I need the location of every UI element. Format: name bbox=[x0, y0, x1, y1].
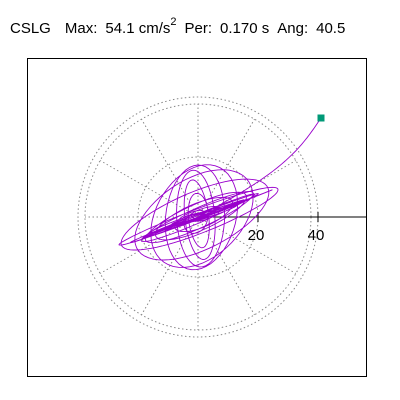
tick-label-40: 40 bbox=[308, 227, 325, 244]
per-label: Per: bbox=[184, 20, 213, 37]
endpoint-marker bbox=[317, 114, 325, 122]
max-exponent: 2 bbox=[170, 16, 177, 28]
polar-spoke-120 bbox=[141, 118, 199, 218]
polar-spoke-300 bbox=[197, 216, 255, 316]
particle-trace bbox=[118, 117, 322, 271]
plot-frame bbox=[27, 58, 367, 377]
station-code: CSLG bbox=[10, 20, 51, 37]
per-value: 0.170 s bbox=[220, 20, 270, 37]
ang-value: 40.5 bbox=[316, 20, 346, 37]
polar-spoke-240 bbox=[141, 216, 199, 316]
trace-path bbox=[118, 117, 322, 271]
polar-spoke-60 bbox=[197, 118, 255, 218]
ang-label: Ang: bbox=[277, 20, 309, 37]
max-value: 54.1 cm/s bbox=[105, 20, 171, 37]
chart-title: CSLG Max: 54.1 cm/s2 Per: 0.170 s Ang: 40.5 bbox=[10, 16, 346, 37]
polar-spoke-150 bbox=[99, 160, 199, 218]
polar-spoke-210 bbox=[99, 216, 199, 274]
polar-spoke-330 bbox=[197, 216, 297, 274]
max-label: Max: bbox=[64, 20, 98, 37]
tick-label-20: 20 bbox=[248, 227, 265, 244]
